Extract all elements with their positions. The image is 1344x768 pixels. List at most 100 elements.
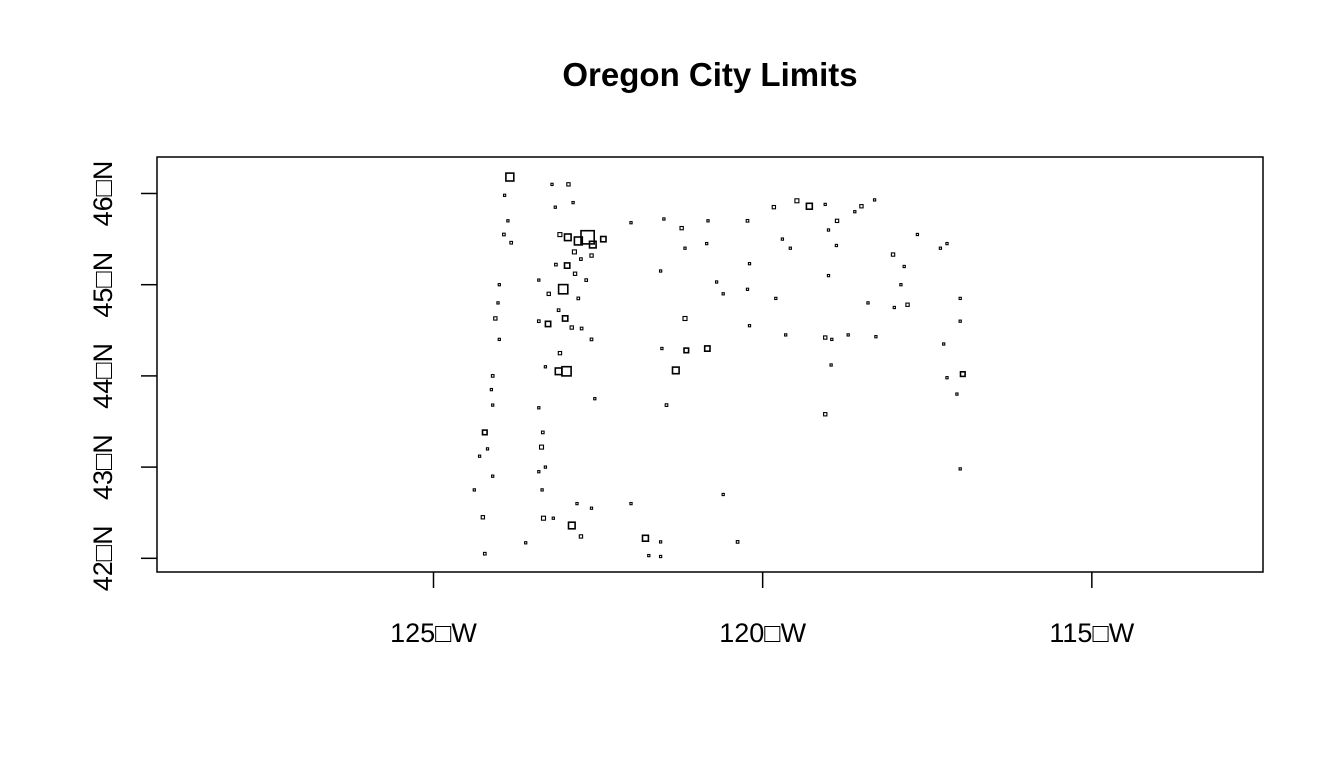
city-outline [551,516,555,520]
city-outline [579,257,583,261]
city-outline [569,325,574,330]
city-outline [571,249,577,255]
city-outline [745,287,750,291]
city-outline [573,236,584,246]
city-outline [480,515,486,520]
city-outline [892,305,896,310]
city-outline [830,337,834,342]
city-outline [853,210,857,214]
city-outline [485,447,490,451]
city-outline [747,324,752,328]
city-outline [706,219,710,223]
city-outline [599,235,607,243]
city-outline [536,319,541,324]
city-outline [834,218,840,224]
city-outline [506,219,510,223]
city-outline [629,221,633,225]
map-title: Oregon City Limits [562,56,858,93]
city-outline [589,506,594,510]
city-outline [826,273,831,278]
city-outline [557,232,563,238]
city-outline [563,262,571,269]
city-outline [491,403,495,407]
city-outline [683,347,690,354]
city-outline [955,392,959,396]
city-outline [899,283,903,287]
city-outline [554,367,563,376]
city-outline [509,240,514,245]
city-outline [572,271,578,276]
city-outline [578,534,584,539]
city-outline [958,467,962,471]
x-tick-label: 120□W [719,618,806,648]
city-outline [538,444,545,450]
city-layer [472,172,966,559]
y-tick-label: 45□N [88,252,118,318]
y-tick-label: 42□N [88,525,118,591]
city-outline [481,429,488,436]
city-outline [537,406,541,410]
city-outline [524,541,528,545]
city-outline [703,345,711,352]
city-outline [561,314,569,322]
city-outline [774,296,778,301]
city-outline [823,412,828,417]
city-outline [647,553,651,558]
city-outline [589,337,594,342]
x-tick-label: 125□W [390,618,477,648]
x-axis: 125□W 120□W 115□W [390,572,1135,648]
city-outline [584,278,589,282]
city-outline [477,454,482,458]
city-outline [556,308,561,313]
y-axis: 42□N 43□N 44□N 45□N 46□N [88,161,157,591]
city-outline [658,269,663,273]
city-outline [788,246,792,250]
city-outline [493,316,498,321]
x-tick-label: 115□W [1049,618,1134,648]
city-outline [958,296,962,301]
city-outline [794,198,800,204]
city-outline [482,551,487,556]
city-outline [890,252,896,257]
city-outline [671,366,680,375]
city-outline [502,232,506,237]
city-outline [489,387,494,392]
city-outline [566,182,571,187]
plot-frame [156,156,1264,573]
city-outline [683,246,687,250]
city-outline [660,346,664,351]
city-outline [567,521,576,530]
city-outline [721,492,725,497]
city-outline [805,202,814,211]
city-outline [543,365,548,369]
city-outline [550,182,554,187]
city-outline [735,540,740,544]
city-outline [902,264,906,269]
city-outline [945,241,949,246]
city-outline [771,204,777,210]
city-outline [546,291,551,297]
city-outline [874,335,878,339]
city-outline [823,335,828,340]
city-outline [823,202,827,207]
city-outline [563,233,572,242]
city-outline [745,218,750,223]
city-outline [641,534,650,542]
city-outline [658,554,663,559]
city-outline [588,240,597,249]
city-outline [540,488,544,492]
city-outline [505,172,515,182]
city-outline [679,225,684,231]
city-outline [557,283,569,295]
city-outline [544,320,552,328]
city-outline [497,337,501,342]
city-outline [576,296,581,301]
city-outline [540,430,545,435]
city-outline [780,237,785,241]
city-outline [682,315,688,322]
city-outline [846,333,850,337]
city-outline [959,370,966,378]
city-outline [664,403,669,407]
y-tick-label: 46□N [88,161,118,227]
